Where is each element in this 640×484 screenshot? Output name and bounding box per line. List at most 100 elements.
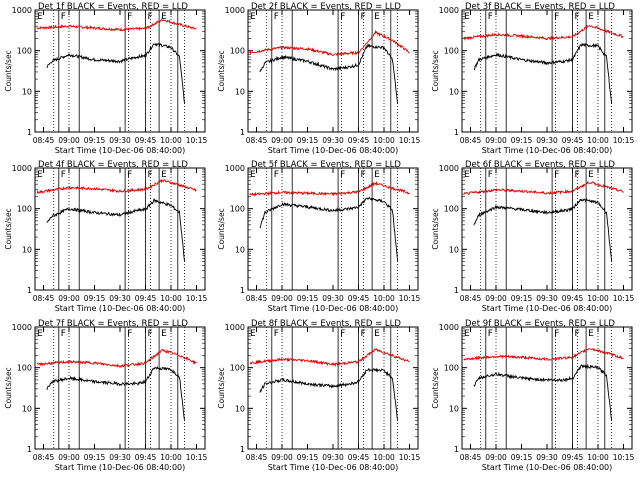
y-tick-label: 100 xyxy=(444,47,459,56)
x-tick-label: 08:45 xyxy=(33,453,55,462)
y-tick-label: 100 xyxy=(230,205,245,214)
x-tick-label: 09:30 xyxy=(322,294,344,303)
x-axis-label: Start Time (10-Dec-06 08:40:00) xyxy=(55,463,186,472)
y-tick-label: 1000 xyxy=(225,323,245,332)
x-tick-label: 09:30 xyxy=(536,294,558,303)
x-tick-label: 08:45 xyxy=(460,294,482,303)
marker-label: E xyxy=(37,329,43,339)
panel-title: Det 2f BLACK = Events, RED = LLD xyxy=(251,2,401,12)
events-series-line xyxy=(259,196,399,262)
marker-label: E xyxy=(374,12,380,22)
y-tick-label: 1 xyxy=(27,286,32,295)
marker-label: F xyxy=(340,12,345,22)
marker-label: E xyxy=(37,170,43,180)
y-tick-label: 1 xyxy=(240,286,245,295)
panel-title: Det 9f BLACK = Events, RED = LLD xyxy=(465,319,615,329)
plot-frame xyxy=(34,326,206,450)
y-tick-label: 1 xyxy=(454,286,459,295)
x-axis-label: Start Time (10-Dec-06 08:40:00) xyxy=(268,463,399,472)
marker-label: F xyxy=(340,329,345,339)
x-tick-label: 09:45 xyxy=(135,294,157,303)
lld-series-line xyxy=(463,347,624,361)
lld-series-line xyxy=(36,178,197,194)
x-tick-label: 08:45 xyxy=(460,136,482,145)
x-tick-label: 10:15 xyxy=(399,294,421,303)
x-tick-label: 09:30 xyxy=(536,453,558,462)
marker-label: F xyxy=(575,12,580,22)
x-tick-label: 10:00 xyxy=(160,453,182,462)
marker-label: E xyxy=(464,329,470,339)
marker-label: E xyxy=(37,12,43,22)
y-tick-label: 1000 xyxy=(225,6,245,15)
y-tick-label: 1000 xyxy=(225,164,245,173)
y-tick-label: 1000 xyxy=(12,323,32,332)
y-tick-label: 100 xyxy=(17,205,32,214)
events-series-line xyxy=(473,198,613,262)
y-tick-label: 10 xyxy=(22,404,32,413)
marker-label: F xyxy=(148,170,153,180)
x-tick-label: 09:00 xyxy=(58,453,80,462)
y-axis-label: Counts/sec xyxy=(4,50,13,91)
x-tick-label: 08:45 xyxy=(246,136,268,145)
x-tick-label: 08:45 xyxy=(246,294,268,303)
y-tick-label: 1000 xyxy=(12,6,32,15)
y-tick-label: 1 xyxy=(454,128,459,137)
x-tick-label: 10:00 xyxy=(587,453,609,462)
marker-label: F xyxy=(488,329,493,339)
detector-panel: 1 10 100 1000 08:45 09:00 09:15 09:30 09:45 10:00… xyxy=(217,319,421,472)
y-axis-label: Counts/sec xyxy=(217,208,226,249)
x-tick-label: 09:00 xyxy=(485,453,507,462)
y-tick-label: 100 xyxy=(230,364,245,373)
marker-label: F xyxy=(61,12,66,22)
x-tick-label: 09:15 xyxy=(84,294,106,303)
lld-series-line xyxy=(249,180,410,197)
plot-frame xyxy=(247,167,419,291)
events-series-line xyxy=(259,43,399,104)
lld-series-line xyxy=(249,29,410,57)
x-tick-label: 09:15 xyxy=(511,294,533,303)
y-tick-label: 1 xyxy=(240,445,245,454)
marker-label: F xyxy=(127,170,132,180)
plot-frame xyxy=(461,326,633,450)
y-axis-label: Counts/sec xyxy=(431,50,440,91)
plot-frame xyxy=(461,9,633,133)
x-tick-label: 09:30 xyxy=(322,136,344,145)
x-tick-label: 10:15 xyxy=(186,453,208,462)
y-tick-label: 10 xyxy=(22,87,32,96)
x-tick-label: 08:45 xyxy=(246,453,268,462)
x-axis-label: Start Time (10-Dec-06 08:40:00) xyxy=(55,304,186,313)
y-tick-label: 1 xyxy=(454,445,459,454)
marker-label: E xyxy=(161,170,167,180)
marker-label: F xyxy=(340,170,345,180)
y-axis-label: Counts/sec xyxy=(217,367,226,408)
y-axis-label: Counts/sec xyxy=(431,208,440,249)
marker-label: F xyxy=(554,170,559,180)
y-tick-label: 10 xyxy=(449,87,459,96)
x-tick-label: 09:30 xyxy=(109,294,131,303)
panel-title: Det 8f BLACK = Events, RED = LLD xyxy=(251,319,401,329)
x-tick-label: 09:45 xyxy=(135,136,157,145)
x-tick-label: 10:15 xyxy=(613,136,635,145)
y-axis-label: Counts/sec xyxy=(4,208,13,249)
marker-label: E xyxy=(161,329,167,339)
panel-title: Det 7f BLACK = Events, RED = LLD xyxy=(38,319,188,329)
x-tick-label: 09:30 xyxy=(109,136,131,145)
lld-series-line xyxy=(463,180,624,196)
detector-panel: 1 10 100 1000 08:45 09:00 09:15 09:30 09:45 10:00… xyxy=(4,319,208,472)
lld-series-line xyxy=(463,24,624,41)
y-tick-label: 1000 xyxy=(439,164,459,173)
y-tick-label: 10 xyxy=(235,87,245,96)
x-tick-label: 08:45 xyxy=(33,294,55,303)
y-tick-label: 100 xyxy=(444,205,459,214)
x-tick-label: 10:00 xyxy=(587,136,609,145)
lld-series-line xyxy=(36,348,197,369)
y-axis-label: Counts/sec xyxy=(217,50,226,91)
y-tick-label: 10 xyxy=(449,245,459,254)
y-tick-label: 100 xyxy=(17,47,32,56)
x-tick-label: 09:00 xyxy=(58,294,80,303)
marker-label: E xyxy=(588,329,594,339)
marker-label: F xyxy=(575,170,580,180)
marker-label: F xyxy=(488,170,493,180)
